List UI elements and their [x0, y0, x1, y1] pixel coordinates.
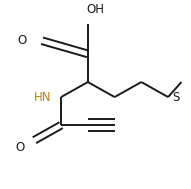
Text: HN: HN	[34, 91, 52, 104]
Text: O: O	[16, 141, 25, 154]
Text: S: S	[172, 91, 179, 104]
Text: O: O	[18, 34, 27, 47]
Text: OH: OH	[87, 3, 104, 16]
